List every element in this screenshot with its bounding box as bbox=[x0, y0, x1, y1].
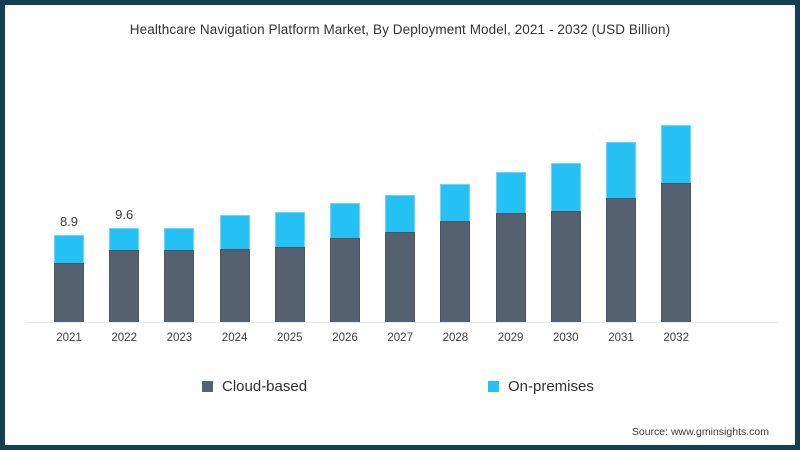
x-axis-tick-label: 2030 bbox=[553, 332, 579, 344]
bar-segment-on-premises bbox=[219, 215, 250, 249]
source-note: Source: www.gminsights.com bbox=[631, 426, 769, 438]
bar-segment-on-premises bbox=[274, 212, 305, 247]
chart-canvas: Healthcare Navigation Platform Market, B… bbox=[5, 5, 795, 445]
bar-segment-cloud-based bbox=[550, 211, 581, 323]
x-axis-tick-label: 2032 bbox=[663, 332, 689, 344]
bar-group bbox=[274, 212, 305, 323]
x-axis-tick-label: 2023 bbox=[166, 332, 193, 344]
bar-group: 9.6 bbox=[109, 207, 140, 323]
bar-segment-cloud-based bbox=[495, 213, 526, 323]
bar-group: 8.9 bbox=[54, 214, 84, 323]
legend-item-cloud-based[interactable]: Cloud-based bbox=[202, 378, 307, 395]
x-axis-tick-label: 2027 bbox=[387, 332, 413, 344]
bar-segment-on-premises bbox=[495, 171, 526, 214]
x-axis-tick-label: 2031 bbox=[608, 332, 634, 344]
bar-group bbox=[440, 183, 471, 323]
legend-swatch-icon bbox=[488, 381, 499, 392]
plot-area: 8.9 9.6 bbox=[27, 60, 775, 323]
bar-group bbox=[495, 171, 526, 323]
x-axis-tick-label: 2022 bbox=[111, 332, 137, 344]
bar-segment-cloud-based bbox=[606, 197, 636, 323]
bar-segment-cloud-based bbox=[440, 221, 471, 323]
x-axis-tick-label: 2026 bbox=[332, 332, 358, 344]
x-axis-tick-label: 2028 bbox=[442, 332, 469, 344]
bar-segment-cloud-based bbox=[109, 249, 140, 323]
bar-group bbox=[385, 194, 416, 323]
legend-item-on-premises[interactable]: On-premises bbox=[488, 378, 594, 395]
bar-segment-on-premises bbox=[385, 194, 416, 233]
bar-segment-on-premises bbox=[109, 228, 140, 250]
page-title: Healthcare Navigation Platform Market, B… bbox=[129, 22, 671, 37]
bar-group bbox=[550, 162, 581, 323]
bar-segment-on-premises bbox=[330, 203, 360, 239]
legend-label: On-premises bbox=[508, 378, 594, 395]
bar-segment-cloud-based bbox=[164, 249, 195, 323]
legend-label: Cloud-based bbox=[222, 378, 308, 395]
bar-segment-on-premises bbox=[164, 228, 195, 250]
legend-swatch-icon bbox=[202, 381, 213, 392]
bar-segment-on-premises bbox=[54, 235, 84, 263]
bar-segment-on-premises bbox=[440, 183, 471, 222]
axis-baseline bbox=[27, 322, 779, 323]
bar-value-label: 8.9 bbox=[59, 214, 79, 230]
bar-group bbox=[661, 125, 692, 323]
x-axis-tick-label: 2021 bbox=[56, 332, 82, 344]
bar-value-label: 9.6 bbox=[115, 207, 134, 223]
bar-group bbox=[164, 228, 195, 323]
bar-segment-on-premises bbox=[550, 162, 581, 212]
x-axis-tick-label: 2025 bbox=[277, 332, 303, 344]
bar-segment-cloud-based bbox=[54, 262, 84, 323]
legend: Cloud-based On-premises bbox=[5, 378, 795, 402]
bar-segment-on-premises bbox=[661, 125, 692, 183]
bar-segment-cloud-based bbox=[661, 182, 692, 323]
bar-group bbox=[330, 203, 360, 323]
bar-group bbox=[219, 215, 250, 323]
bar-segment-on-premises bbox=[606, 142, 636, 198]
bar-segment-cloud-based bbox=[274, 246, 305, 323]
bar-segment-cloud-based bbox=[330, 238, 360, 323]
bar-segment-cloud-based bbox=[219, 248, 250, 323]
bar-group bbox=[606, 142, 636, 323]
x-axis-tick-label: 2029 bbox=[497, 332, 524, 344]
bar-segment-cloud-based bbox=[385, 232, 416, 323]
x-axis-tick-label: 2024 bbox=[221, 332, 248, 344]
